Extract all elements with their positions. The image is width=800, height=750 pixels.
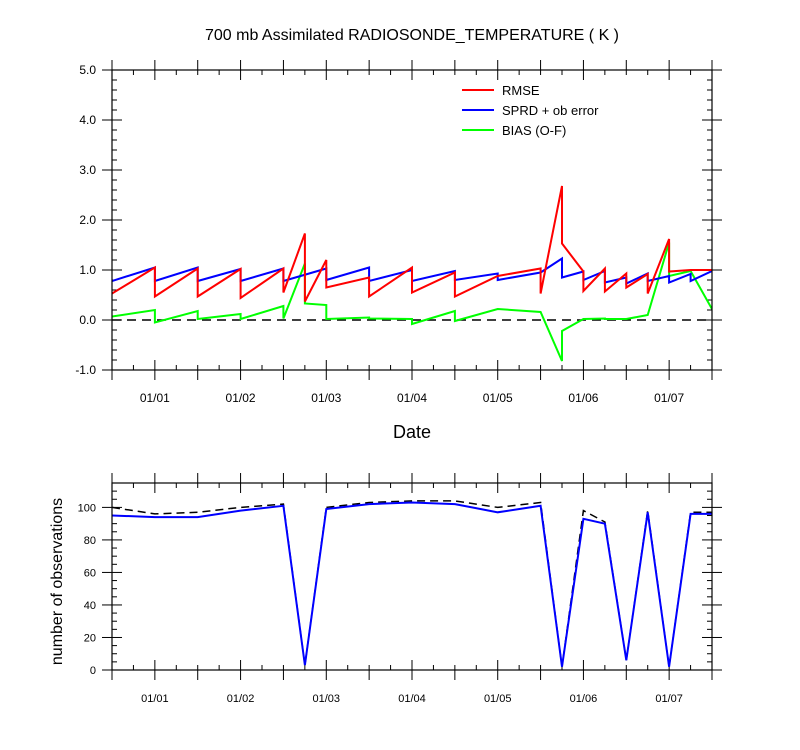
series-line-assimilated-observations xyxy=(112,501,712,667)
axis-ticks xyxy=(102,60,722,380)
x-tick-label: 01/02 xyxy=(226,391,256,405)
y-tick-label: 0.0 xyxy=(79,313,96,327)
y-tick-label: 3.0 xyxy=(79,163,96,177)
legend: RMSE SPRD + ob error BIAS (O-F) xyxy=(462,83,599,138)
x-tick-label: 01/04 xyxy=(398,693,426,705)
series-line-total-observations xyxy=(112,500,712,667)
x-tick-label: 01/07 xyxy=(654,391,684,405)
y-tick-label: 60 xyxy=(84,567,96,579)
x-tick-label: 01/01 xyxy=(141,693,169,705)
y-tick-label: -1.0 xyxy=(75,363,96,377)
x-tick-label: 01/03 xyxy=(311,391,341,405)
legend-label: SPRD + ob error xyxy=(502,103,599,118)
y-tick-label: 100 xyxy=(78,502,96,514)
y-axis-title: number of observations xyxy=(49,498,66,665)
y-tick-label: 4.0 xyxy=(79,113,96,127)
x-tick-label: 01/01 xyxy=(140,391,170,405)
chart-title: 700 mb Assimilated RADIOSONDE_TEMPERATUR… xyxy=(205,27,619,44)
plot-frame xyxy=(111,482,713,671)
x-tick-label: 01/05 xyxy=(483,391,513,405)
x-tick-label: 01/02 xyxy=(227,693,255,705)
legend-label: BIAS (O-F) xyxy=(502,123,566,138)
axis-ticks xyxy=(102,473,722,680)
x-tick-label: 01/05 xyxy=(484,693,512,705)
x-tick-label: 01/04 xyxy=(397,391,427,405)
y-tick-label: 20 xyxy=(84,632,96,644)
y-tick-label: 40 xyxy=(84,600,96,612)
series-line-bias-o-f xyxy=(112,242,712,362)
legend-label: RMSE xyxy=(502,83,540,98)
x-axis-title: Date xyxy=(393,422,431,442)
y-tick-label: 2.0 xyxy=(79,213,96,227)
y-tick-label: 0 xyxy=(90,665,96,677)
x-tick-label: 01/07 xyxy=(655,693,683,705)
y-tick-label: 5.0 xyxy=(79,63,96,77)
x-tick-label: 01/06 xyxy=(570,693,598,705)
series-line-rmse xyxy=(112,185,712,302)
y-tick-label: 80 xyxy=(84,535,96,547)
observations-panel: 0 20 40 60 80 100 01/01 01/02 01/03 01/04 01/05 01/… xyxy=(49,473,722,705)
x-tick-label: 01/06 xyxy=(568,391,598,405)
plot-frame xyxy=(111,69,713,371)
x-tick-label: 01/03 xyxy=(313,693,341,705)
stats-panel: 700 mb Assimilated RADIOSONDE_TEMPERATUR… xyxy=(75,27,722,442)
y-tick-label: 1.0 xyxy=(79,263,96,277)
